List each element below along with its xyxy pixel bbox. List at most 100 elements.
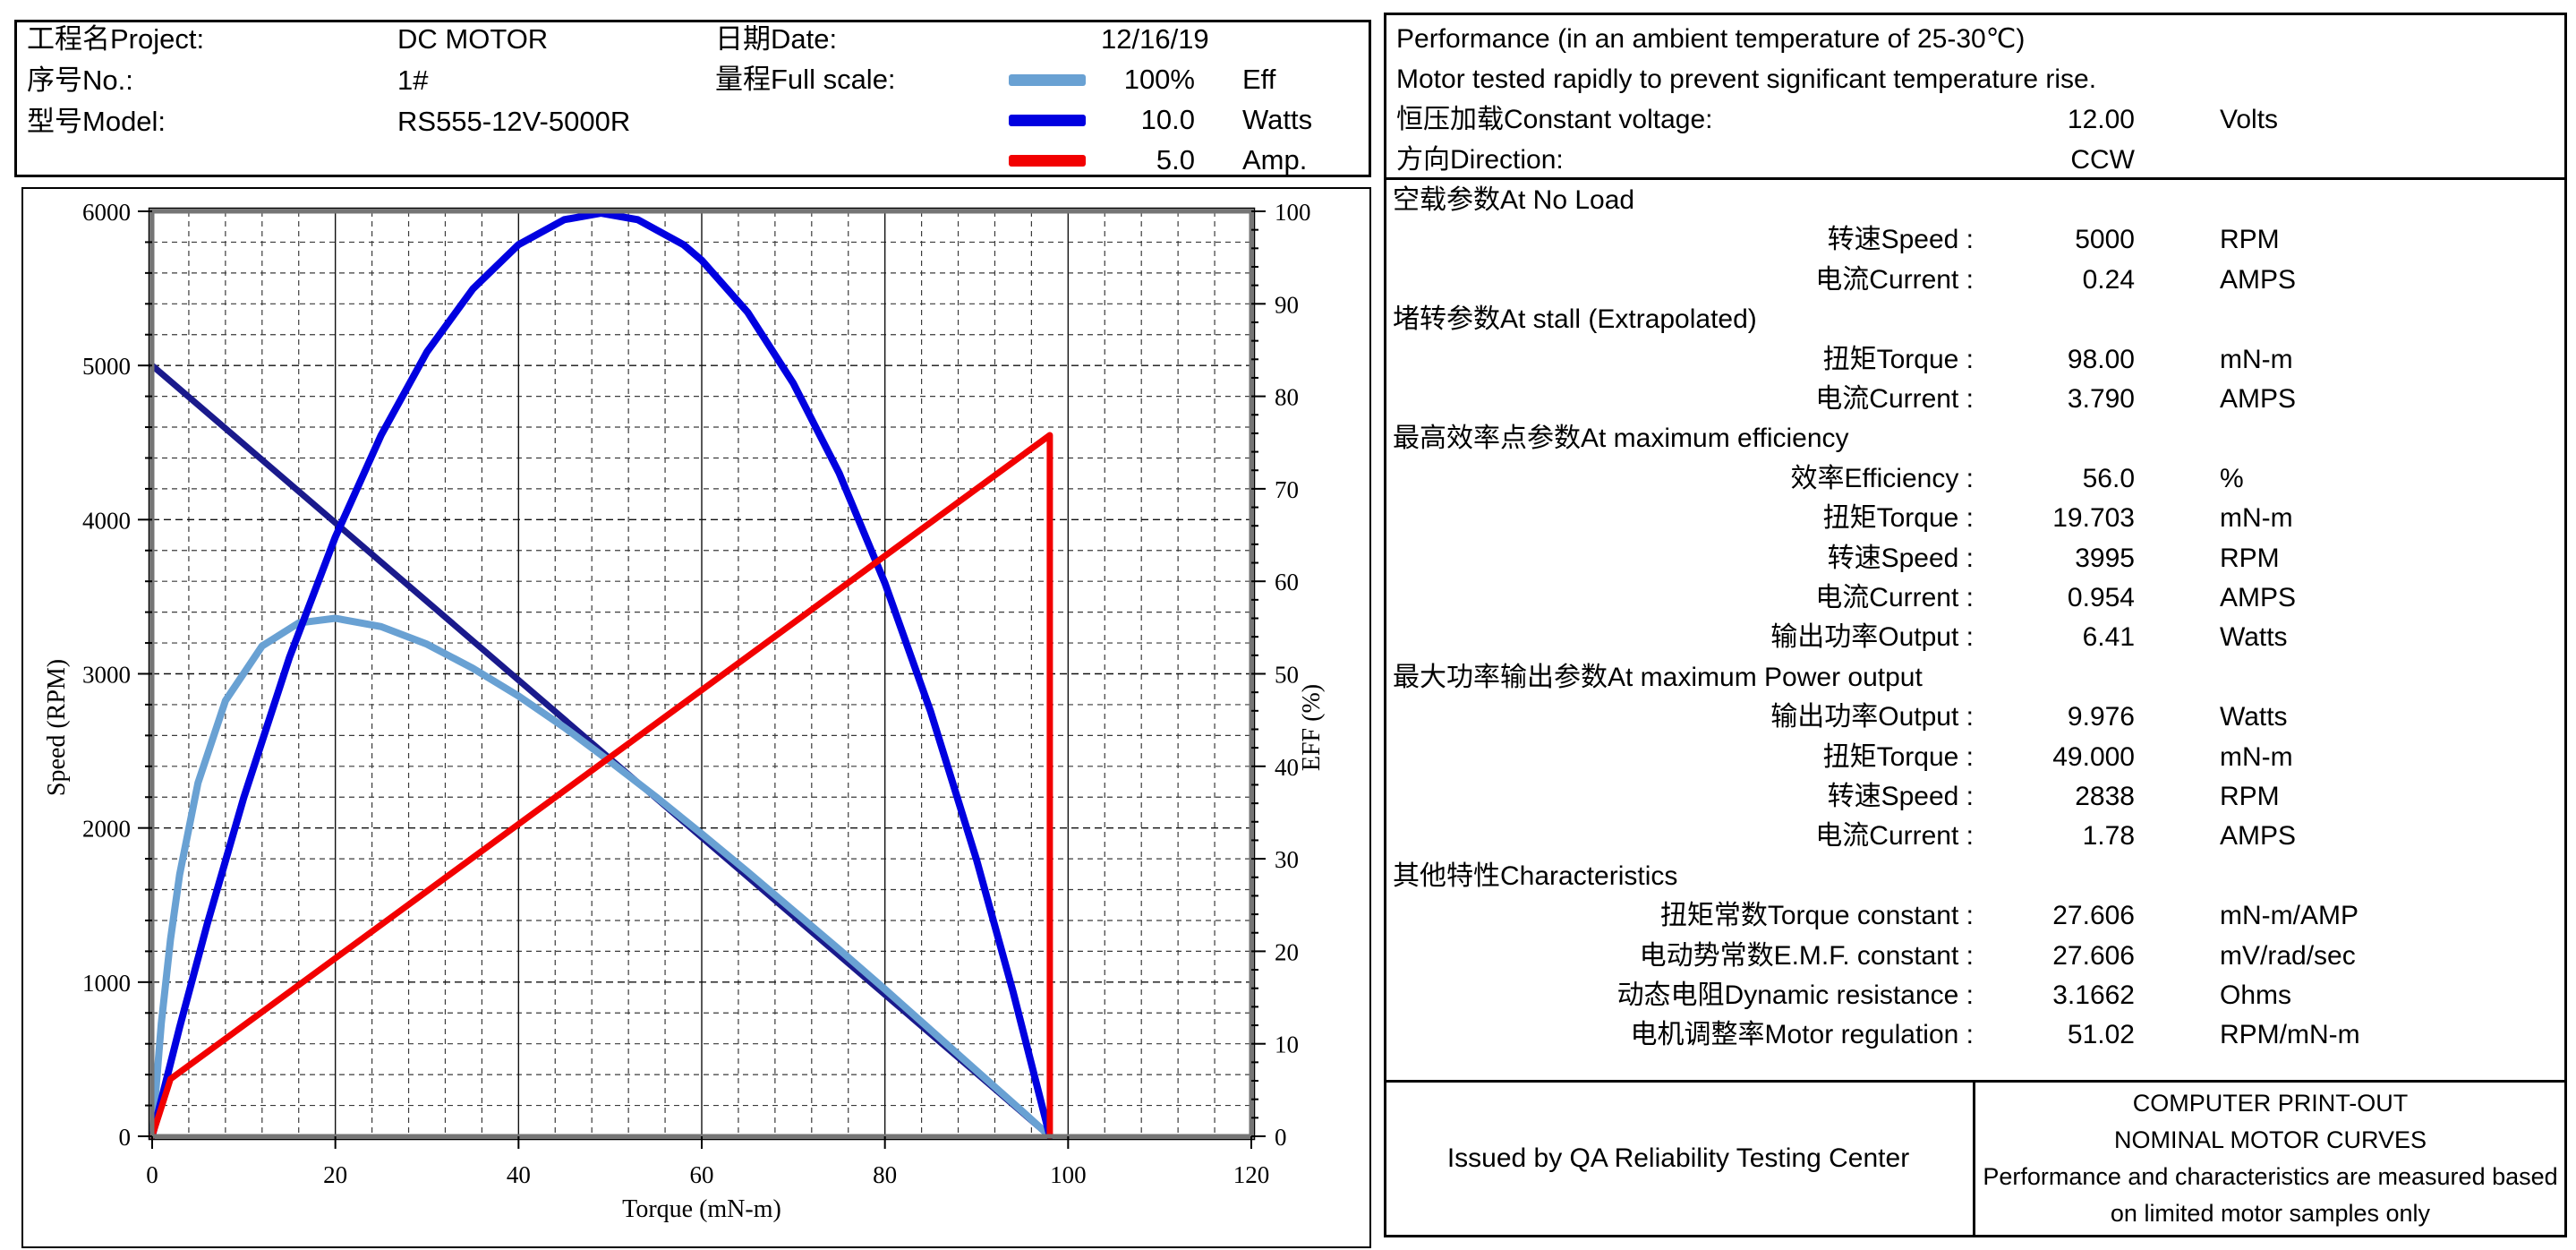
y-left-tick-label: 5000 xyxy=(82,353,131,380)
y-right-tick-label: 100 xyxy=(1275,199,1311,226)
voltage-value: 12.00 xyxy=(2067,105,2135,134)
param-label: 电动势常数E.M.F. constant : xyxy=(1639,940,1974,971)
y-left-tick-label: 1000 xyxy=(82,970,131,997)
legend-swatch-current xyxy=(1009,155,1086,167)
param-unit: RPM xyxy=(2220,225,2280,255)
param-value: 51.02 xyxy=(2067,1020,2135,1050)
y-left-tick-label: 6000 xyxy=(82,199,131,226)
y-right-tick-label: 80 xyxy=(1275,384,1299,411)
param-unit: RPM/mN-m xyxy=(2220,1020,2360,1050)
curve-current xyxy=(149,432,1053,1140)
performance-divider xyxy=(1384,177,2567,180)
param-value: 0.24 xyxy=(2082,264,2135,295)
param-value: 3.790 xyxy=(2067,384,2135,414)
param-unit: Ohms xyxy=(2220,980,2292,1010)
y-right-tick-label: 30 xyxy=(1275,846,1299,873)
param-value: 56.0 xyxy=(2082,463,2135,493)
y-left-tick-label: 2000 xyxy=(82,816,131,843)
param-unit: mN-m xyxy=(2220,741,2293,772)
y-right-tick-label: 70 xyxy=(1275,476,1299,503)
y-right-tick-label: 90 xyxy=(1275,291,1299,318)
printout-note-line: on limited motor samples only xyxy=(2110,1200,2431,1227)
section-header: 堵转参数At stall (Extrapolated) xyxy=(1393,304,1757,335)
param-label: 效率Efficiency : xyxy=(1790,463,1974,493)
param-value: 19.703 xyxy=(2052,503,2135,534)
printout-note-line: COMPUTER PRINT-OUT xyxy=(2132,1090,2409,1117)
section-header: 最高效率点参数At maximum efficiency xyxy=(1393,424,1849,454)
param-value: 27.606 xyxy=(2052,901,2135,931)
param-unit: mV/rad/sec xyxy=(2220,940,2356,971)
param-value: 3.1662 xyxy=(2052,980,2135,1010)
x-tick-label: 40 xyxy=(507,1161,531,1188)
param-label: 扭矩Torque : xyxy=(1822,503,1974,534)
project-label: 工程名Project: xyxy=(27,23,205,55)
legend-swatch-power xyxy=(1009,115,1086,126)
motor-curves-svg: 0100020003000400050006000010203040506070… xyxy=(43,199,1326,1223)
legend-unit-current: Amp. xyxy=(1242,144,1308,176)
param-label: 电流Current : xyxy=(1815,821,1974,852)
param-label: 转速Speed : xyxy=(1827,225,1974,255)
performance-panel xyxy=(1384,13,2567,1237)
section-header: 最大功率输出参数At maximum Power output xyxy=(1393,662,1923,692)
x-tick-label: 20 xyxy=(323,1161,347,1188)
legend-unit-efficiency: Eff xyxy=(1242,64,1276,95)
footer-cell-divider xyxy=(1973,1080,1975,1237)
printout-note-cell: COMPUTER PRINT-OUT NOMINAL MOTOR CURVES Pe… xyxy=(1975,1083,2565,1235)
y-left-tick-label: 0 xyxy=(119,1124,132,1151)
y-right-tick-label: 60 xyxy=(1275,569,1299,595)
performance-title: Performance (in an ambient temperature o… xyxy=(1396,24,2026,54)
param-unit: RPM xyxy=(2220,782,2280,811)
curve-power xyxy=(149,210,1053,1140)
no-value: 1# xyxy=(397,64,429,96)
param-label: 动态电阻Dynamic resistance : xyxy=(1616,980,1974,1010)
param-value: 3995 xyxy=(2075,543,2135,573)
issued-by-cell: Issued by QA Reliability Testing Center xyxy=(1386,1083,1970,1235)
y-right-tick-label: 40 xyxy=(1275,754,1299,781)
full-scale-label: 量程Full scale: xyxy=(715,64,896,95)
date-value: 12/16/19 xyxy=(1101,23,1209,55)
param-label: 电流Current : xyxy=(1815,384,1974,414)
curve-efficiency xyxy=(149,614,1053,1140)
param-unit: AMPS xyxy=(2220,384,2297,414)
y-right-tick-label: 10 xyxy=(1275,1032,1299,1058)
direction-value: CCW xyxy=(2070,145,2135,175)
param-value: 27.606 xyxy=(2052,940,2135,971)
voltage-unit: Volts xyxy=(2220,105,2279,134)
no-label: 序号No.: xyxy=(27,64,133,96)
y-right-tick-label: 0 xyxy=(1275,1124,1287,1151)
legend-value-power: 10.0 xyxy=(1140,104,1195,135)
param-value: 98.00 xyxy=(2067,344,2135,374)
printout-note-line: Performance and characteristics are meas… xyxy=(1983,1163,2558,1190)
y-left-axis-title: Speed (RPM) xyxy=(43,659,71,796)
x-axis-title: Torque (mN-m) xyxy=(622,1195,781,1223)
param-label: 输出功率Output : xyxy=(1770,622,1974,653)
param-label: 转速Speed : xyxy=(1827,543,1974,573)
param-unit: RPM xyxy=(2220,543,2280,573)
param-unit: mN-m xyxy=(2220,344,2293,374)
date-label: 日期Date: xyxy=(715,23,838,55)
param-label: 电流Current : xyxy=(1815,264,1974,295)
param-label: 电机调整率Motor regulation : xyxy=(1630,1020,1974,1050)
param-label: 扭矩常数Torque constant : xyxy=(1659,901,1974,931)
param-value: 6.41 xyxy=(2082,622,2135,653)
param-label: 输出功率Output : xyxy=(1770,702,1974,732)
x-tick-label: 100 xyxy=(1050,1161,1087,1188)
chart-panel: 0 1000 2000 3000 4000 5000 6000 0 10 20 30 40 50 60 70… xyxy=(21,187,1371,1248)
section-header: 空载参数At No Load xyxy=(1393,185,1635,215)
param-value: 0.954 xyxy=(2067,583,2135,612)
param-label: 扭矩Torque : xyxy=(1822,344,1974,374)
issued-by-text: Issued by QA Reliability Testing Center xyxy=(1446,1143,1910,1173)
param-value: 1.78 xyxy=(2082,821,2135,852)
param-label: 电流Current : xyxy=(1815,583,1974,612)
voltage-label: 恒压加载Constant voltage: xyxy=(1396,105,1713,134)
y-right-tick-label: 50 xyxy=(1275,662,1299,689)
param-unit: mN-m/AMP xyxy=(2220,901,2358,931)
legend-unit-power: Watts xyxy=(1242,104,1313,135)
x-tick-label: 120 xyxy=(1233,1161,1270,1188)
param-unit: % xyxy=(2220,463,2244,493)
section-header: 其他特性Characteristics xyxy=(1393,860,1678,891)
param-value: 49.000 xyxy=(2052,741,2135,772)
x-tick-label: 60 xyxy=(690,1161,714,1188)
model-label: 型号Model: xyxy=(27,106,166,137)
param-label: 扭矩Torque : xyxy=(1822,741,1974,772)
